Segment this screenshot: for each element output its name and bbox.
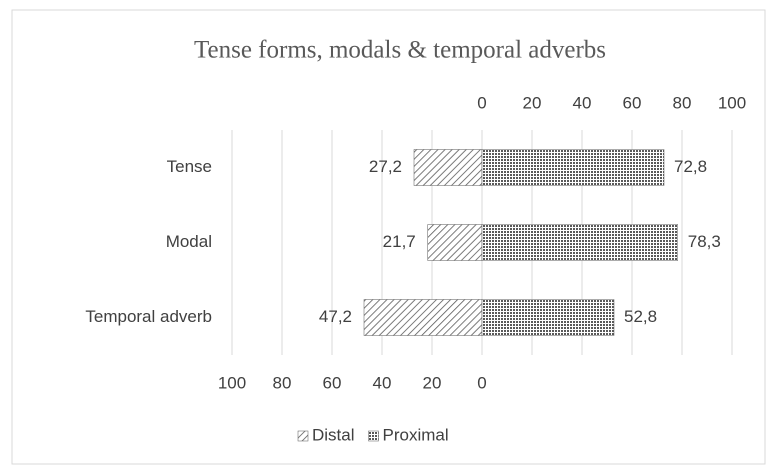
category-label: Tense [167, 157, 212, 176]
chart-title: Tense forms, modals & temporal adverbs [194, 37, 606, 64]
x-tick-label: 60 [623, 93, 642, 112]
bar [481, 149, 665, 186]
x-tick-label: 20 [523, 93, 542, 112]
x2-tick-label: 40 [373, 373, 392, 392]
legend-swatch [368, 430, 379, 442]
x2-tick-label: 0 [477, 373, 486, 392]
x-tick-label: 0 [477, 93, 486, 112]
value-label: 78,3 [688, 232, 721, 251]
value-label: 47,2 [319, 307, 352, 326]
x2-tick-label: 60 [323, 373, 342, 392]
x2-tick-label: 20 [423, 373, 442, 392]
bar [363, 299, 483, 336]
bar [427, 224, 483, 261]
value-label: 52,8 [624, 307, 657, 326]
x2-tick-label: 80 [273, 373, 292, 392]
x-tick-label: 100 [718, 93, 746, 112]
x-tick-label: 80 [673, 93, 692, 112]
value-label: 27,2 [369, 157, 402, 176]
legend-swatch [297, 430, 309, 442]
bar [481, 224, 678, 261]
legend-label: Proximal [383, 425, 449, 444]
category-label: Modal [166, 232, 212, 251]
bar [481, 299, 615, 336]
value-label: 21,7 [383, 232, 416, 251]
value-label: 72,8 [674, 157, 707, 176]
bar [413, 149, 483, 186]
x-tick-label: 40 [573, 93, 592, 112]
x2-tick-label: 100 [218, 373, 246, 392]
legend-label: Distal [312, 425, 355, 444]
category-label: Temporal adverb [85, 307, 212, 326]
